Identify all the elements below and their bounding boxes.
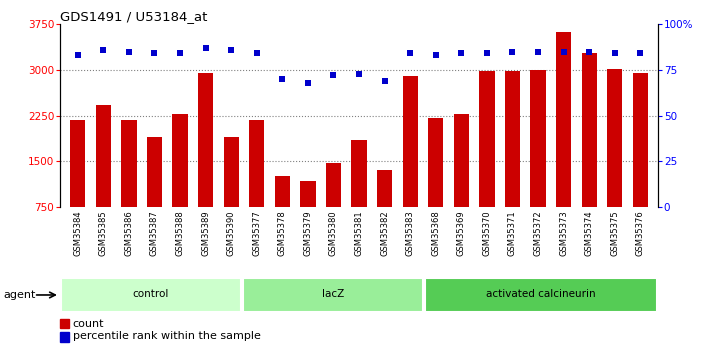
Text: GSM35388: GSM35388 — [175, 210, 184, 256]
Point — [609, 51, 620, 56]
Bar — [326, 162, 341, 207]
Bar — [300, 181, 315, 207]
Text: percentile rank within the sample: percentile rank within the sample — [73, 332, 260, 341]
Text: GSM35381: GSM35381 — [355, 210, 363, 256]
Bar — [607, 69, 622, 207]
Bar — [249, 120, 265, 207]
Text: agent: agent — [4, 290, 36, 300]
Point — [455, 51, 467, 56]
Point — [251, 51, 263, 56]
Bar — [70, 120, 85, 207]
Point — [532, 49, 543, 54]
Text: control: control — [133, 289, 169, 299]
Point — [584, 49, 595, 54]
Text: GSM35369: GSM35369 — [457, 210, 466, 256]
Point — [328, 72, 339, 78]
Text: GSM35373: GSM35373 — [559, 210, 568, 256]
Bar — [582, 53, 597, 207]
Text: count: count — [73, 319, 104, 328]
Text: GSM35371: GSM35371 — [508, 210, 517, 256]
Bar — [147, 137, 162, 207]
Text: activated calcineurin: activated calcineurin — [486, 289, 596, 299]
Text: GSM35390: GSM35390 — [227, 210, 236, 256]
Bar — [351, 140, 367, 207]
Text: GSM35377: GSM35377 — [252, 210, 261, 256]
Point — [175, 51, 186, 56]
Text: lacZ: lacZ — [322, 289, 344, 299]
Point — [507, 49, 518, 54]
Bar — [121, 120, 137, 207]
Text: GSM35389: GSM35389 — [201, 210, 210, 256]
Point — [430, 52, 441, 58]
Text: GSM35375: GSM35375 — [610, 210, 620, 256]
Point — [482, 51, 493, 56]
Point — [635, 51, 646, 56]
Bar — [96, 105, 111, 207]
Bar — [428, 118, 444, 207]
Bar — [556, 32, 571, 207]
Text: GSM35382: GSM35382 — [380, 210, 389, 256]
Text: GDS1491 / U53184_at: GDS1491 / U53184_at — [60, 10, 207, 23]
Bar — [530, 70, 546, 207]
Point — [200, 45, 211, 51]
Point — [123, 49, 134, 54]
Text: GSM35368: GSM35368 — [432, 210, 440, 256]
Point — [353, 71, 365, 76]
Point — [72, 52, 83, 58]
FancyBboxPatch shape — [243, 278, 423, 312]
Point — [277, 76, 288, 82]
Bar — [275, 176, 290, 207]
Point — [405, 51, 416, 56]
Point — [558, 49, 570, 54]
Bar — [479, 71, 495, 207]
Bar — [198, 73, 213, 207]
Bar — [633, 73, 648, 207]
Text: GSM35379: GSM35379 — [303, 210, 313, 256]
Text: GSM35386: GSM35386 — [125, 210, 133, 256]
Text: GSM35384: GSM35384 — [73, 210, 82, 256]
FancyBboxPatch shape — [61, 278, 241, 312]
Text: GSM35370: GSM35370 — [482, 210, 491, 256]
Bar — [172, 114, 188, 207]
Point — [149, 51, 160, 56]
Bar — [505, 71, 520, 207]
FancyBboxPatch shape — [425, 278, 658, 312]
Text: GSM35378: GSM35378 — [278, 210, 287, 256]
Text: GSM35385: GSM35385 — [99, 210, 108, 256]
Bar — [223, 137, 239, 207]
Text: GSM35376: GSM35376 — [636, 210, 645, 256]
Point — [225, 47, 237, 52]
Text: GSM35383: GSM35383 — [406, 210, 415, 256]
Bar — [377, 170, 392, 207]
Point — [98, 47, 109, 52]
Text: GSM35380: GSM35380 — [329, 210, 338, 256]
Text: GSM35387: GSM35387 — [150, 210, 159, 256]
Text: GSM35372: GSM35372 — [534, 210, 543, 256]
Point — [379, 78, 390, 83]
Point — [302, 80, 313, 86]
Bar — [403, 76, 418, 207]
Bar — [453, 114, 469, 207]
Text: GSM35374: GSM35374 — [585, 210, 593, 256]
